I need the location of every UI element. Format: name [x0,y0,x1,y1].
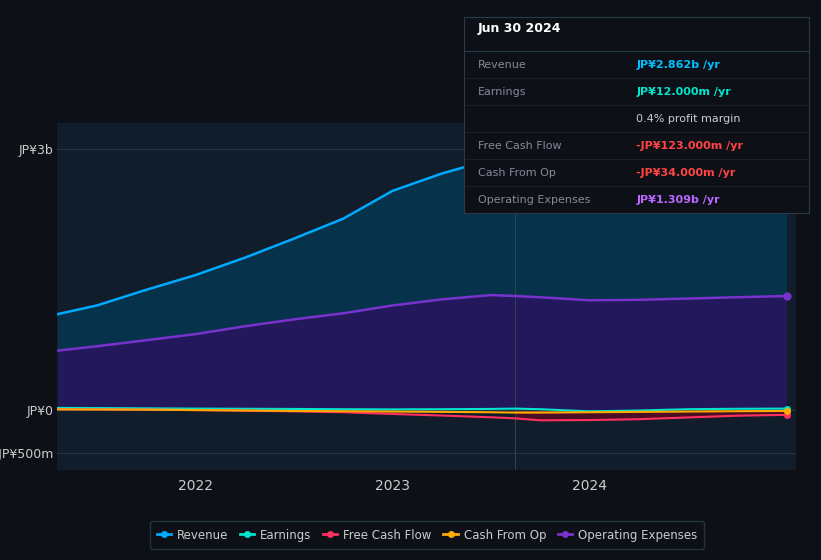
Text: Free Cash Flow: Free Cash Flow [478,141,562,151]
Text: Cash From Op: Cash From Op [478,168,556,178]
Text: 0.4% profit margin: 0.4% profit margin [636,114,741,124]
Text: Operating Expenses: Operating Expenses [478,195,590,205]
Text: Revenue: Revenue [478,60,526,70]
Text: -JP¥123.000m /yr: -JP¥123.000m /yr [636,141,743,151]
Text: JP¥2.862b /yr: JP¥2.862b /yr [636,60,720,70]
Text: Earnings: Earnings [478,87,526,97]
Text: JP¥12.000m /yr: JP¥12.000m /yr [636,87,731,97]
Text: JP¥1.309b /yr: JP¥1.309b /yr [636,195,720,205]
Text: -JP¥34.000m /yr: -JP¥34.000m /yr [636,168,736,178]
Text: Jun 30 2024: Jun 30 2024 [478,22,562,35]
Legend: Revenue, Earnings, Free Cash Flow, Cash From Op, Operating Expenses: Revenue, Earnings, Free Cash Flow, Cash … [149,521,704,549]
